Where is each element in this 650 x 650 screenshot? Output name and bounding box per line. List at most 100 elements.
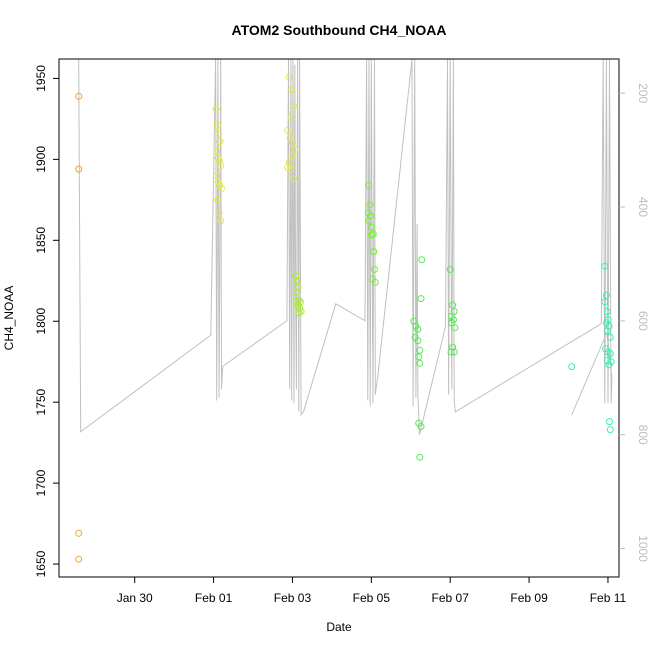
data-point <box>369 230 377 238</box>
data-point <box>605 361 613 369</box>
data-point <box>416 346 424 354</box>
y2-tick-label: 800 <box>636 425 650 445</box>
data-point <box>291 146 299 154</box>
altitude-trace-layer <box>78 59 613 435</box>
data-point <box>603 327 611 335</box>
x-axis-label: Date <box>326 620 352 634</box>
data-point <box>417 423 425 430</box>
data-point <box>365 181 373 189</box>
data-point <box>296 304 304 312</box>
data-point <box>213 147 221 155</box>
data-point <box>451 324 459 332</box>
data-point <box>449 316 457 324</box>
data-point <box>217 162 225 170</box>
data-point <box>212 105 220 113</box>
data-point <box>285 159 293 167</box>
y-tick-label: 1650 <box>34 550 48 577</box>
data-point <box>568 363 576 371</box>
data-point <box>292 272 300 280</box>
data-point <box>447 348 455 356</box>
data-point <box>289 175 297 183</box>
data-point <box>218 185 225 192</box>
y-tick-label: 1750 <box>34 389 48 416</box>
data-point <box>448 319 456 327</box>
data-point <box>75 92 83 100</box>
data-point <box>450 348 458 356</box>
data-point <box>365 217 373 225</box>
altitude-trace-line <box>78 59 613 435</box>
y-tick-label: 1900 <box>34 146 48 173</box>
data-point <box>213 172 221 180</box>
data-point <box>216 138 224 146</box>
data-point <box>75 165 83 173</box>
data-point <box>449 301 457 309</box>
data-point <box>449 343 457 351</box>
data-point <box>284 126 292 134</box>
data-point <box>292 288 300 296</box>
chart-title: ATOM2 Southbound CH4_NOAA <box>232 22 447 38</box>
x-tick-label: Jan 30 <box>117 591 153 605</box>
data-point <box>288 86 296 94</box>
data-point <box>415 353 423 361</box>
data-point <box>602 291 610 299</box>
data-point <box>287 165 295 173</box>
x-tick-label: Feb 05 <box>353 591 391 605</box>
data-point <box>214 196 221 204</box>
data-point <box>416 453 424 461</box>
data-point <box>216 157 223 165</box>
data-point <box>75 529 83 537</box>
data-point <box>371 265 378 273</box>
y-tick-label: 1800 <box>34 308 48 335</box>
data-point <box>294 283 302 291</box>
data-point <box>371 278 379 286</box>
y-tick-label: 1850 <box>34 227 48 254</box>
data-point <box>606 350 614 358</box>
data-point <box>606 418 613 426</box>
data-point <box>217 217 225 225</box>
data-point <box>215 209 223 217</box>
data-point <box>603 356 611 364</box>
data-point <box>295 296 303 304</box>
x-tick-label: Feb 11 <box>590 591 627 605</box>
data-point <box>214 121 221 129</box>
y2-tick-label: 600 <box>636 311 650 331</box>
y-tick-label: 1700 <box>34 469 48 496</box>
data-point <box>446 265 454 273</box>
y2-tick-label: 200 <box>636 83 650 103</box>
secondary-y-axis: 200 400 600 800 1000 <box>619 83 650 562</box>
data-point <box>606 426 614 434</box>
y-tick-label: 1950 <box>34 65 48 92</box>
data-point <box>414 337 422 345</box>
data-point <box>603 308 611 315</box>
y-axis: 1650 1700 1750 1800 1850 1900 1950 <box>34 65 59 577</box>
x-tick-label: Feb 01 <box>195 591 233 605</box>
data-point <box>215 130 223 137</box>
y-axis-label: CH4_NOAA <box>2 286 16 351</box>
data-point <box>367 212 374 220</box>
data-point <box>295 309 303 317</box>
y2-tick-label: 1000 <box>636 535 650 562</box>
x-tick-label: Feb 07 <box>432 591 470 605</box>
data-point <box>214 178 222 186</box>
plot-frame <box>58 58 620 578</box>
data-point <box>287 113 295 121</box>
data-points-layer <box>75 73 615 563</box>
data-point <box>75 555 83 563</box>
x-tick-label: Feb 03 <box>274 591 312 605</box>
data-point <box>604 316 612 324</box>
data-point <box>414 325 422 333</box>
data-point <box>601 298 609 306</box>
data-point <box>368 223 376 231</box>
data-point <box>370 248 378 256</box>
data-point <box>416 359 424 367</box>
data-point <box>289 139 296 147</box>
data-point <box>606 333 614 341</box>
x-axis: Jan 30 Feb 01 Feb 03 Feb 05 Feb 07 Feb 09 Feb … <box>117 577 627 605</box>
data-point <box>366 201 374 209</box>
data-point <box>214 154 222 162</box>
data-point <box>601 262 609 270</box>
y2-tick-label: 400 <box>636 197 650 217</box>
data-point <box>288 152 296 160</box>
